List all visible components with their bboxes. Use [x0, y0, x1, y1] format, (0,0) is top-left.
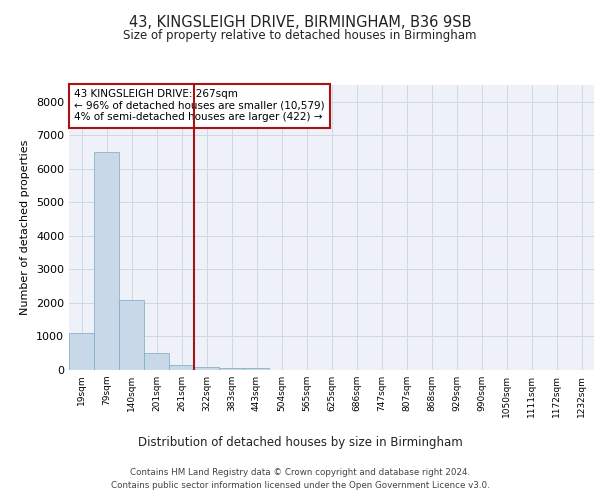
- Text: 43 KINGSLEIGH DRIVE: 267sqm
← 96% of detached houses are smaller (10,579)
4% of : 43 KINGSLEIGH DRIVE: 267sqm ← 96% of det…: [74, 90, 325, 122]
- Text: Contains public sector information licensed under the Open Government Licence v3: Contains public sector information licen…: [110, 480, 490, 490]
- Text: 43, KINGSLEIGH DRIVE, BIRMINGHAM, B36 9SB: 43, KINGSLEIGH DRIVE, BIRMINGHAM, B36 9S…: [129, 15, 471, 30]
- Text: Distribution of detached houses by size in Birmingham: Distribution of detached houses by size …: [137, 436, 463, 449]
- Bar: [169, 365, 194, 370]
- Bar: [94, 152, 119, 370]
- Text: Size of property relative to detached houses in Birmingham: Size of property relative to detached ho…: [123, 30, 477, 43]
- Bar: [119, 300, 144, 370]
- Text: Contains HM Land Registry data © Crown copyright and database right 2024.: Contains HM Land Registry data © Crown c…: [130, 468, 470, 477]
- Y-axis label: Number of detached properties: Number of detached properties: [20, 140, 31, 315]
- Bar: [219, 368, 244, 370]
- Bar: [69, 333, 94, 370]
- Bar: [194, 366, 219, 370]
- Bar: [144, 353, 169, 370]
- Bar: [244, 368, 269, 370]
